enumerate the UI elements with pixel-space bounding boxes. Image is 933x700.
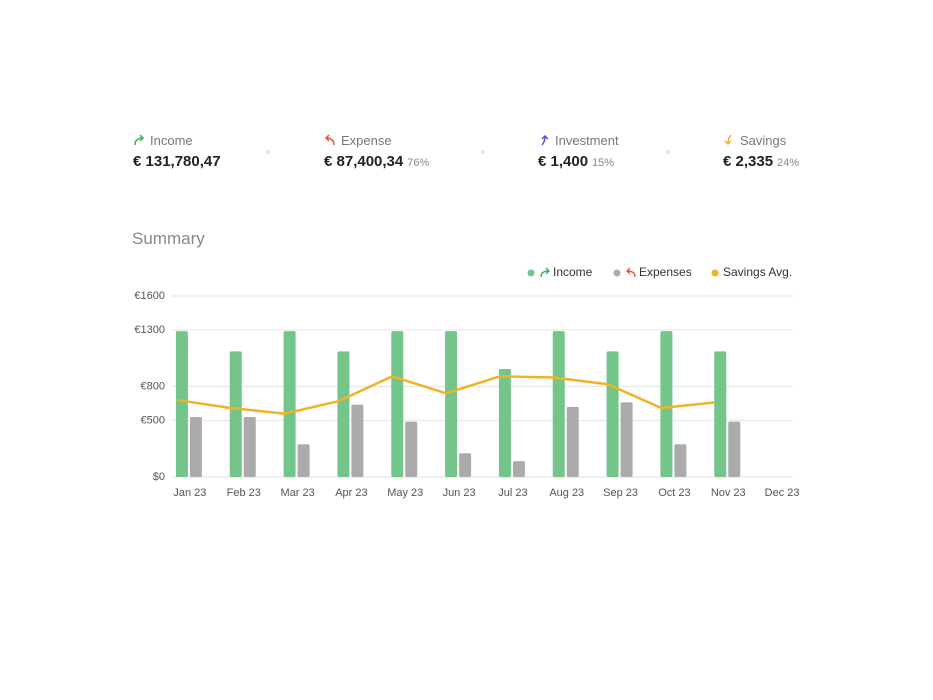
x-tick-label: May 23 [387, 487, 423, 499]
bar [297, 444, 310, 477]
legend-label: Savings Avg. [723, 265, 792, 279]
bar [606, 351, 619, 477]
bar [405, 421, 418, 477]
kpi-income: Income € 131,780,47 [133, 132, 221, 171]
y-tick-label: €1300 [134, 324, 165, 336]
separator [666, 150, 670, 154]
y-tick-label: €1600 [134, 290, 165, 302]
bar [229, 351, 242, 477]
savings-line [176, 375, 716, 415]
kpi-value: € 87,400,34 [324, 153, 404, 170]
legend-marker [527, 269, 535, 277]
bar [445, 331, 458, 477]
chart-title: Summary [132, 229, 205, 248]
kpi-label: Expense [341, 132, 392, 148]
bar [337, 351, 350, 477]
kpi-label: Income [150, 132, 193, 148]
legend-label: Expenses [639, 265, 692, 279]
bar [620, 402, 633, 477]
income-icon [134, 134, 145, 146]
bar [351, 404, 364, 477]
kpi-savings: Savings € 2,335 24% [723, 132, 800, 171]
x-tick-label: Oct 23 [658, 487, 690, 499]
bar [189, 417, 202, 477]
x-tick-label: Mar 23 [280, 487, 314, 499]
kpi-share: 76% [407, 157, 430, 169]
separator [481, 150, 485, 154]
bar [512, 461, 525, 477]
bar [566, 406, 579, 477]
kpi-expense: Expense € 87,400,34 76% [324, 132, 430, 171]
legend-marker [711, 269, 719, 277]
bar [714, 351, 727, 477]
legend-arrow [626, 267, 636, 278]
kpi-share: 15% [592, 157, 615, 169]
bar [728, 421, 741, 477]
kpi-label: Savings [740, 132, 787, 148]
legend-arrow [540, 267, 550, 278]
x-tick-label: Sep 23 [603, 487, 638, 499]
x-tick-label: Jan 23 [173, 487, 206, 499]
x-tick-label: Apr 23 [335, 487, 367, 499]
y-tick-label: €800 [141, 380, 165, 392]
x-tick-label: Nov 23 [711, 487, 746, 499]
x-tick-label: Aug 23 [549, 487, 584, 499]
legend-icon [626, 267, 636, 278]
separator [266, 150, 270, 154]
legend-label: Income [553, 265, 593, 279]
bar [243, 417, 256, 477]
bar [175, 331, 188, 477]
expense-icon [324, 134, 335, 146]
bar [459, 453, 472, 477]
x-tick-label: Dec 23 [765, 487, 800, 499]
x-tick-label: Jul 23 [498, 487, 527, 499]
kpi-value: € 1,400 [538, 153, 589, 170]
kpi-value: € 131,780,47 [133, 153, 221, 170]
kpi-label: Investment [555, 132, 619, 148]
legend-icon [540, 267, 550, 278]
kpi-investment: Investment € 1,400 15% [538, 132, 619, 171]
legend-marker [613, 269, 621, 277]
kpi-share: 24% [777, 157, 800, 169]
x-tick-label: Feb 23 [227, 487, 261, 499]
bar [498, 368, 511, 477]
y-tick-label: €500 [141, 414, 165, 426]
kpi-value: € 2,335 [723, 153, 774, 170]
bar [660, 331, 673, 477]
savings-icon [724, 134, 732, 146]
y-tick-label: $0 [153, 471, 165, 483]
bar [552, 331, 565, 477]
bar [391, 331, 404, 477]
bar [283, 331, 296, 477]
bar [674, 444, 687, 477]
x-tick-label: Jun 23 [443, 487, 476, 499]
investment-icon [541, 134, 549, 146]
